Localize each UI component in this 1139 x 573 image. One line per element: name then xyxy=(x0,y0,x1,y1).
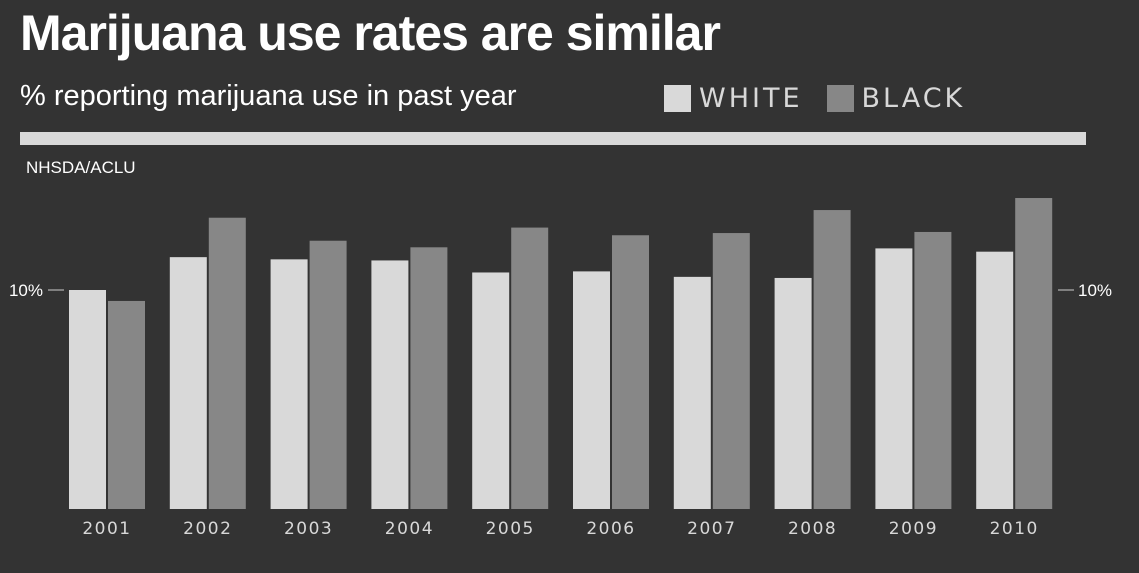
bar-black-2004 xyxy=(410,247,448,510)
bar-black-2001 xyxy=(108,300,145,509)
bar-black-2006 xyxy=(612,235,649,509)
x-tick-label: 2007 xyxy=(687,519,736,539)
bar-white-2005 xyxy=(472,272,510,509)
bar-white-2009 xyxy=(875,248,913,509)
source-credit: NHSDA/ACLU xyxy=(26,158,136,177)
bar-black-2009 xyxy=(914,231,952,509)
y-tick-label-right: 10% xyxy=(1078,281,1112,300)
chart-subtitle: % reporting marijuana use in past year xyxy=(20,80,517,112)
x-tick-label: 2008 xyxy=(788,519,837,539)
bar-white-2008 xyxy=(774,277,812,509)
x-tick-label: 2006 xyxy=(586,519,635,539)
header-divider xyxy=(20,132,1086,145)
x-tick-label: 2010 xyxy=(990,519,1039,539)
bar-black-2005 xyxy=(511,227,549,509)
bar-white-2002 xyxy=(169,257,207,509)
chart-title: Marijuana use rates are similar xyxy=(20,5,721,61)
bar-white-2007 xyxy=(673,276,711,509)
x-tick-label: 2009 xyxy=(889,519,938,539)
bar-black-2010 xyxy=(1015,198,1053,509)
legend-item-white: WHITE xyxy=(664,83,803,114)
legend: WHITE BLACK xyxy=(664,83,989,114)
bar-white-2006 xyxy=(573,271,610,509)
bar-black-2008 xyxy=(813,210,851,509)
bar-black-2003 xyxy=(309,240,347,509)
legend-label-black: BLACK xyxy=(861,83,966,114)
x-tick-label: 2004 xyxy=(385,519,434,539)
bar-white-2010 xyxy=(976,251,1014,510)
x-tick-label: 2002 xyxy=(183,519,232,539)
y-tick-label-left: 10% xyxy=(9,281,43,300)
legend-label-white: WHITE xyxy=(699,83,803,114)
x-tick-label: 2005 xyxy=(486,519,535,539)
bar-white-2003 xyxy=(270,259,308,509)
legend-swatch-black xyxy=(826,85,854,112)
x-tick-label: 2003 xyxy=(284,519,333,539)
bar-black-2002 xyxy=(208,217,246,510)
legend-item-black: BLACK xyxy=(826,83,966,114)
x-tick-label: 2001 xyxy=(82,519,131,539)
bar-white-2001 xyxy=(69,290,106,509)
bar-black-2007 xyxy=(712,233,750,509)
legend-swatch-white xyxy=(664,85,691,112)
bar-white-2004 xyxy=(371,260,409,509)
